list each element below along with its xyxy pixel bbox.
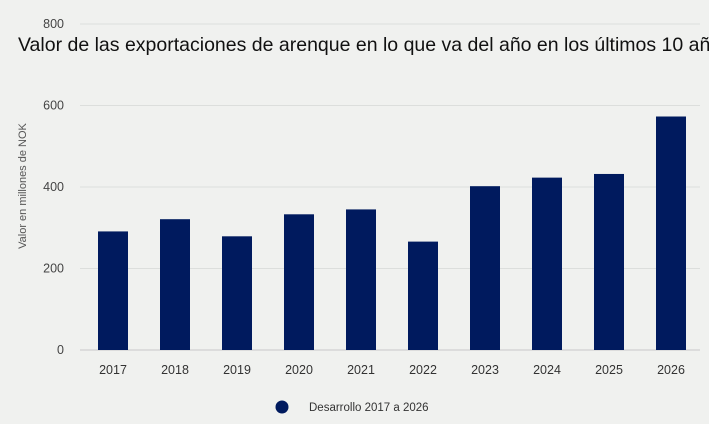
x-tick-label: 2025 <box>595 363 623 377</box>
x-tick-label: 2019 <box>223 363 251 377</box>
chart-title: Valor de las exportaciones de arenque en… <box>18 34 709 56</box>
x-tick-label: 2024 <box>533 363 561 377</box>
y-tick-label: 200 <box>43 262 64 276</box>
x-tick-label: 2026 <box>657 363 685 377</box>
y-tick-label: 400 <box>43 180 64 194</box>
x-tick-label: 2021 <box>347 363 375 377</box>
y-tick-label: 0 <box>57 343 64 357</box>
x-tick-label: 2022 <box>409 363 437 377</box>
y-tick-label: 600 <box>43 99 64 113</box>
y-tick-label: 800 <box>43 17 64 31</box>
x-tick-label: 2018 <box>161 363 189 377</box>
x-tick-label: 2020 <box>285 363 313 377</box>
legend-label: Desarrollo 2017 a 2026 <box>309 402 429 414</box>
bar-2024[interactable] <box>532 177 562 350</box>
legend-marker <box>275 400 289 414</box>
y-axis-label: Valor en millones de NOK <box>17 122 29 248</box>
x-tick-label: 2017 <box>99 363 127 377</box>
bar-2022[interactable] <box>408 241 438 350</box>
x-tick-label: 2023 <box>471 363 499 377</box>
bar-2021[interactable] <box>346 209 376 350</box>
bar-2026[interactable] <box>656 116 686 350</box>
bar-2025[interactable] <box>594 173 624 350</box>
bar-2020[interactable] <box>284 214 314 350</box>
bar-2019[interactable] <box>222 236 252 350</box>
bar-2017[interactable] <box>98 231 128 350</box>
bar-2018[interactable] <box>160 219 190 350</box>
bar-2023[interactable] <box>470 186 500 350</box>
